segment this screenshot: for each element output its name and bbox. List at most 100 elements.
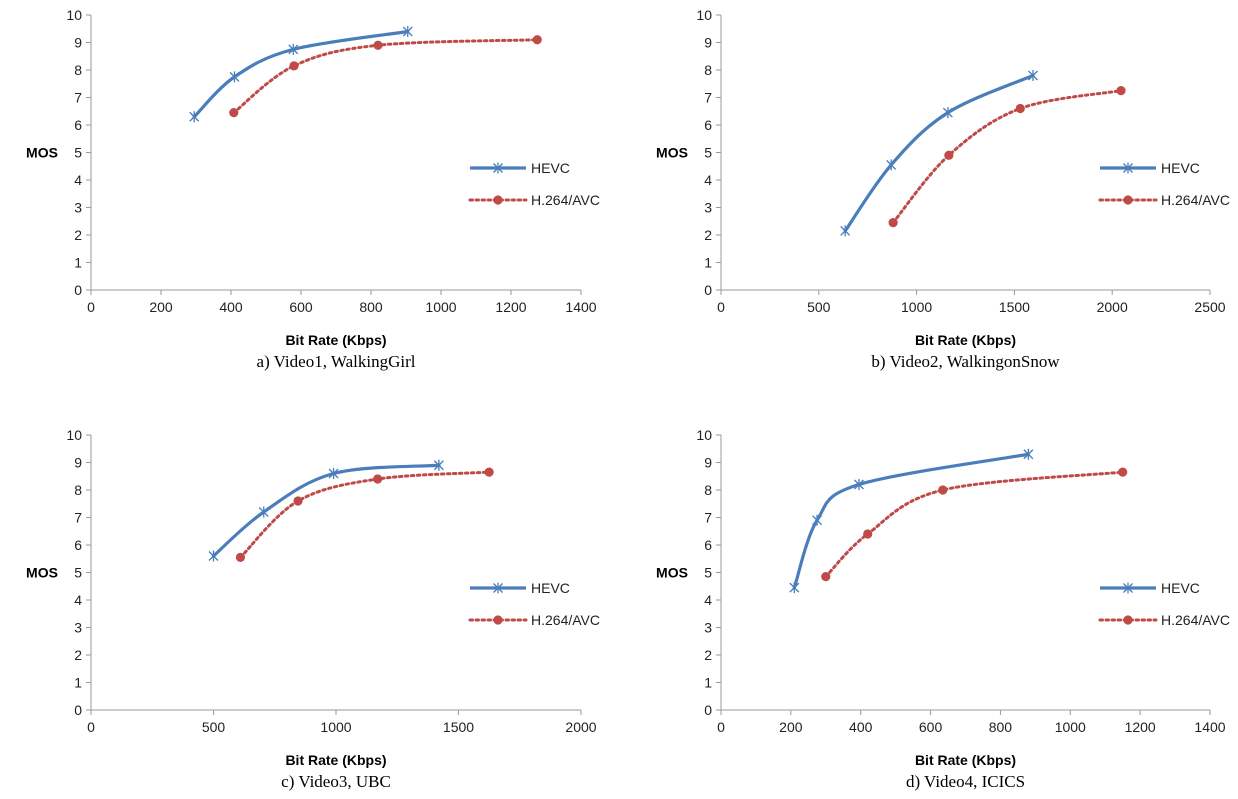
data-point	[863, 529, 873, 539]
data-point	[1023, 448, 1034, 460]
x-tick-label: 600	[919, 719, 943, 735]
y-tick-label: 5	[74, 145, 82, 161]
series-hevc	[189, 26, 413, 123]
x-tick-label: 1000	[425, 299, 456, 315]
legend-item-avc: H.264/AVC	[468, 612, 600, 628]
x-tick-label: 1200	[495, 299, 526, 315]
panel-caption: b) Video2, WalkingonSnow	[871, 352, 1060, 371]
y-tick-label: 9	[74, 455, 82, 471]
y-axis-title: MOS	[26, 145, 58, 161]
legend-label: H.264/AVC	[1161, 192, 1230, 208]
x-tick-label: 1400	[1194, 719, 1225, 735]
legend-label: H.264/AVC	[531, 192, 600, 208]
y-tick-label: 0	[704, 702, 712, 718]
y-tick-label: 4	[704, 592, 712, 608]
data-point	[402, 26, 413, 37]
data-point	[433, 459, 444, 471]
x-tick-label: 500	[202, 719, 226, 735]
legend: HEVC H.264/AVC	[468, 160, 600, 208]
y-tick-label: 3	[704, 200, 712, 216]
series-avc	[235, 467, 494, 562]
y-tick-label: 8	[704, 62, 712, 78]
x-tick-label: 800	[359, 299, 383, 315]
series-line	[192, 29, 410, 119]
legend-marker	[493, 615, 503, 625]
data-point	[1015, 103, 1025, 114]
y-tick-label: 6	[74, 537, 82, 553]
y-tick-label: 6	[74, 117, 82, 133]
y-tick-label: 0	[704, 282, 712, 298]
y-tick-label: 0	[74, 282, 82, 298]
series-hevc	[840, 70, 1038, 237]
y-tick-label: 7	[704, 90, 712, 106]
y-tick-label: 10	[66, 427, 82, 443]
x-tick-label: 1000	[320, 719, 351, 735]
data-point	[888, 218, 898, 228]
series-line	[824, 470, 1125, 579]
panel-a-chart: 0 1 2 3 4 5 6 7 8 9 10 0 200 400 600 800 1000 1200 1400 MOS…	[26, 7, 600, 371]
data-point	[1028, 70, 1038, 81]
legend-item-hevc: HEVC	[1100, 160, 1200, 176]
data-point	[938, 485, 948, 495]
y-tick-label: 9	[704, 35, 712, 51]
data-point	[288, 43, 299, 55]
data-point	[812, 514, 823, 526]
y-tick-label: 8	[74, 482, 82, 498]
y-tick-label: 1	[74, 675, 82, 691]
legend-item-hevc: HEVC	[470, 160, 570, 176]
legend-item-avc: H.264/AVC	[1098, 192, 1230, 208]
y-axis-title: MOS	[26, 565, 58, 581]
legend-marker	[1123, 615, 1133, 625]
legend-marker	[1123, 582, 1133, 594]
y-tick-label: 5	[704, 145, 712, 161]
series-line	[891, 89, 1123, 225]
x-tick-label: 0	[87, 719, 95, 735]
series-avc	[821, 467, 1128, 582]
series-line	[211, 463, 441, 558]
data-point	[854, 479, 864, 490]
x-tick-label: 200	[779, 719, 803, 735]
legend-marker	[493, 162, 503, 174]
series-line	[843, 73, 1035, 233]
series-hevc	[789, 448, 1034, 594]
x-tick-label: 600	[289, 299, 313, 315]
x-tick-label: 1000	[901, 299, 932, 315]
x-tick-label: 2000	[1097, 299, 1128, 315]
y-tick-label: 7	[74, 510, 82, 526]
y-tick-label: 8	[704, 482, 712, 498]
x-tick-label: 2000	[565, 719, 596, 735]
y-tick-label: 9	[704, 455, 712, 471]
data-point	[789, 582, 800, 594]
legend-label: H.264/AVC	[531, 612, 600, 628]
data-point	[289, 61, 299, 71]
y-tick-label: 5	[704, 565, 712, 581]
y-tick-label: 6	[704, 117, 712, 133]
x-tick-label: 1500	[999, 299, 1030, 315]
panel-b-chart: 0 1 2 3 4 5 6 7 8 9 10 0 500 1000 1500 2000 2500 MOS Bit R…	[656, 7, 1230, 371]
x-axis-title: Bit Rate (Kbps)	[915, 332, 1016, 348]
y-tick-label: 9	[74, 35, 82, 51]
y-tick-label: 2	[74, 647, 82, 663]
panel-caption: a) Video1, WalkingGirl	[257, 352, 416, 371]
data-point	[944, 150, 954, 160]
series-avc	[888, 86, 1126, 228]
legend-marker	[1123, 162, 1133, 174]
y-tick-label: 4	[704, 172, 712, 188]
y-tick-label: 7	[704, 510, 712, 526]
series-avc	[229, 35, 542, 118]
y-tick-label: 1	[74, 255, 82, 271]
series-hevc	[208, 459, 444, 562]
y-tick-label: 7	[74, 90, 82, 106]
legend: HEVC H.264/AVC	[1098, 580, 1230, 628]
y-tick-label: 2	[74, 227, 82, 243]
y-tick-label: 10	[696, 7, 712, 23]
legend-item-hevc: HEVC	[1100, 580, 1200, 596]
data-point	[229, 71, 240, 83]
data-point	[821, 572, 831, 582]
legend-label: HEVC	[531, 580, 570, 596]
x-tick-label: 800	[989, 719, 1013, 735]
x-tick-label: 400	[219, 299, 243, 315]
legend-marker	[493, 582, 503, 594]
legend-label: HEVC	[1161, 580, 1200, 596]
